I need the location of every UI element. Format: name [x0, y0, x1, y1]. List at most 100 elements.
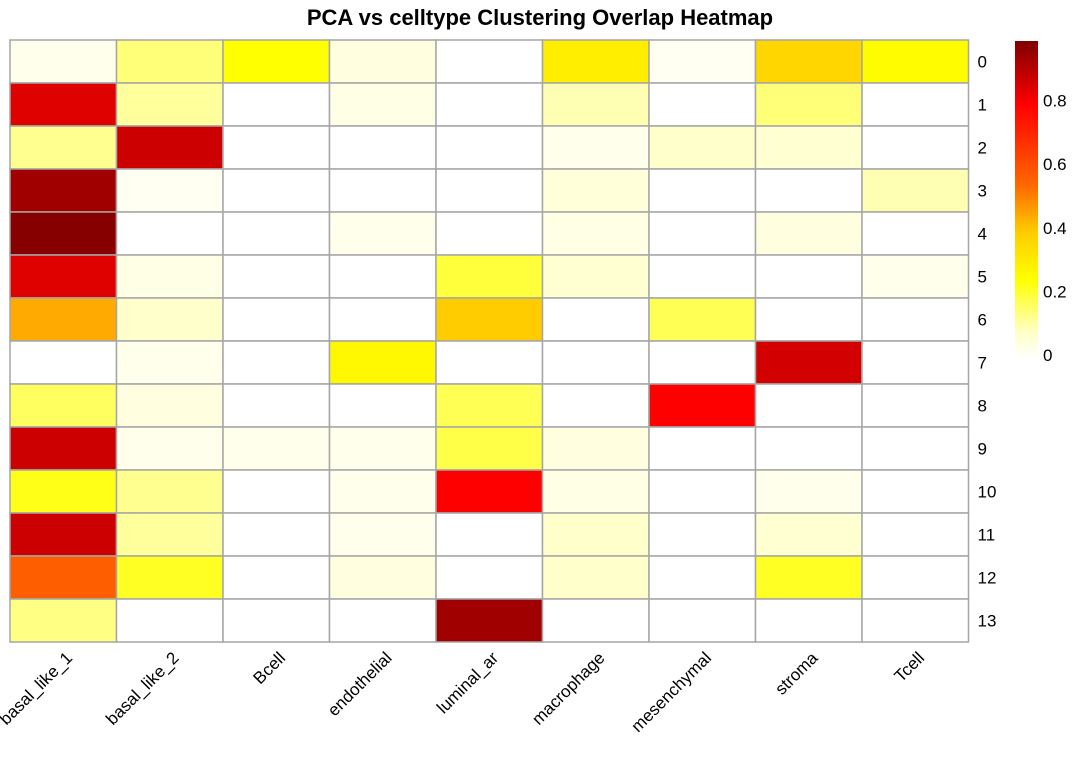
heatmap-cell — [115, 426, 224, 471]
heatmap-cell — [9, 125, 118, 170]
color-legend: 0 0.2 0.4 0.6 0.8 — [1015, 41, 1067, 365]
row-label: 7 — [978, 354, 987, 373]
legend-tick-label: 0.8 — [1043, 92, 1067, 111]
heatmap-cell — [754, 555, 863, 600]
column-label: macrophage — [528, 648, 608, 728]
row-label: 11 — [978, 526, 996, 545]
heatmap-cell — [648, 168, 757, 213]
heatmap-cell — [115, 82, 224, 127]
heatmap-cell — [9, 254, 118, 299]
heatmap-cell — [541, 297, 650, 342]
heatmap-cell — [115, 125, 224, 170]
heatmap-cell — [435, 340, 544, 385]
heatmap-cell — [754, 82, 863, 127]
row-label: 5 — [978, 268, 987, 287]
heatmap-cell — [222, 211, 331, 256]
heatmap-cell — [9, 598, 118, 643]
heatmap-cell — [861, 168, 970, 213]
row-label: 6 — [978, 311, 987, 330]
heatmap-cell — [328, 555, 437, 600]
heatmap-cell — [328, 340, 437, 385]
heatmap-cell — [541, 125, 650, 170]
heatmap-cell — [222, 340, 331, 385]
heatmap-cell — [754, 340, 863, 385]
heatmap-cell — [541, 254, 650, 299]
heatmap-cell — [861, 254, 970, 299]
column-label: stroma — [771, 648, 822, 699]
row-label: 12 — [978, 569, 997, 588]
heatmap-cell — [115, 168, 224, 213]
heatmap-cell — [754, 297, 863, 342]
heatmap-cell — [541, 469, 650, 514]
heatmap-cell — [435, 39, 544, 84]
heatmap-cell — [435, 125, 544, 170]
heatmap-cell — [435, 254, 544, 299]
heatmap-cell — [9, 39, 118, 84]
heatmap-cell — [754, 469, 863, 514]
heatmap-cell — [328, 211, 437, 256]
heatmap-cell — [222, 512, 331, 557]
heatmap-cell — [115, 340, 224, 385]
heatmap-cell — [328, 254, 437, 299]
heatmap-cell — [648, 254, 757, 299]
heatmap-cell — [648, 39, 757, 84]
heatmap-cell — [9, 168, 118, 213]
chart-title: PCA vs celltype Clustering Overlap Heatm… — [307, 5, 773, 30]
heatmap-cell — [222, 82, 331, 127]
heatmap-cell — [222, 254, 331, 299]
heatmap-cell — [222, 598, 331, 643]
heatmap-cell — [648, 598, 757, 643]
heatmap-cell — [541, 512, 650, 557]
heatmap-cell — [222, 39, 331, 84]
heatmap-cell — [754, 168, 863, 213]
heatmap-cell — [115, 211, 224, 256]
row-label: 8 — [978, 397, 987, 416]
legend-tick-label: 0.4 — [1043, 219, 1067, 238]
heatmap-cell — [328, 39, 437, 84]
heatmap-cell — [9, 426, 118, 471]
heatmap-cell — [541, 82, 650, 127]
heatmap-cell — [222, 125, 331, 170]
heatmap-cell — [541, 168, 650, 213]
row-label: 1 — [978, 96, 987, 115]
heatmap-cell — [861, 555, 970, 600]
heatmap-cell — [435, 426, 544, 471]
heatmap-cell — [435, 383, 544, 428]
heatmap-cell — [435, 297, 544, 342]
heatmap-cell — [754, 598, 863, 643]
heatmap-cell — [861, 211, 970, 256]
heatmap-cell — [328, 125, 437, 170]
row-label: 13 — [978, 612, 997, 631]
heatmap-cell — [328, 383, 437, 428]
heatmap-cell — [541, 340, 650, 385]
heatmap-cell — [648, 82, 757, 127]
heatmap-cell — [328, 82, 437, 127]
heatmap-cell — [861, 512, 970, 557]
heatmap-cell — [861, 39, 970, 84]
row-label: 10 — [978, 483, 997, 502]
heatmap-cell — [541, 39, 650, 84]
column-label: Bcell — [250, 648, 289, 687]
column-label: endothelial — [324, 648, 396, 720]
heatmap-cell — [541, 211, 650, 256]
heatmap-cell — [541, 598, 650, 643]
heatmap-cell — [861, 383, 970, 428]
heatmap-cell — [115, 297, 224, 342]
heatmap-cell — [861, 598, 970, 643]
heatmap-cell — [861, 340, 970, 385]
heatmap-cell — [648, 125, 757, 170]
heatmap-cell — [328, 598, 437, 643]
heatmap-cell — [222, 297, 331, 342]
heatmap-cell — [222, 426, 331, 471]
heatmap-cell — [754, 39, 863, 84]
legend-tick-label: 0.6 — [1043, 155, 1067, 174]
column-labels: basal_like_1 basal_like_2 Bcell endothelial… — [0, 648, 928, 736]
heatmap-cell — [9, 82, 118, 127]
heatmap-cell — [648, 512, 757, 557]
heatmap-cell — [541, 555, 650, 600]
heatmap-cell — [435, 168, 544, 213]
heatmap-cell — [541, 426, 650, 471]
column-label: mesenchymal — [627, 648, 715, 736]
heatmap-cell — [9, 555, 118, 600]
